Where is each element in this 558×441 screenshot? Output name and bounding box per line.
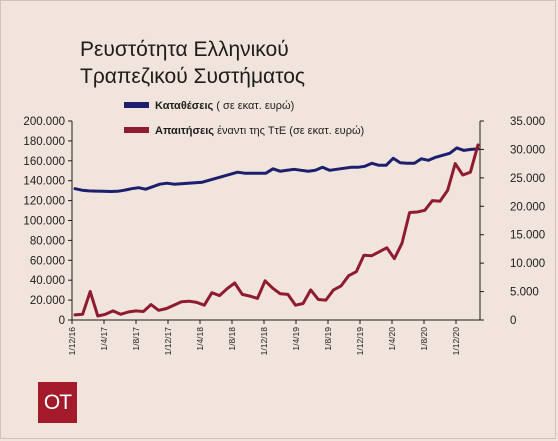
left-tick-label: 160.000 <box>23 156 65 168</box>
logo-text: OT <box>43 390 72 414</box>
legend-label-claims-bold: Απαιτήσεις <box>155 125 214 137</box>
series-line-claims <box>73 143 480 318</box>
x-tick-label: 1/12/16 <box>67 327 77 356</box>
x-tick-label: 1/4/17 <box>99 327 109 351</box>
x-tick-label: 1/8/20 <box>419 327 429 351</box>
left-axis-ticks: 200.000 180.000 160.000 140.000 120.000 100.0… <box>23 116 72 327</box>
chart-title-line-2: Τραπεζικού Συστήματος <box>80 65 305 88</box>
legend-swatch-claims <box>124 127 149 133</box>
x-axis-ticks: 1/12/16 1/4/17 1/8/17 1/12/17 1/4/18 1/8/18 1/… <box>67 320 461 355</box>
chart-title-line-1: Ρευστότητα Ελληνικού <box>80 38 289 61</box>
left-tick-label: 0 <box>59 315 65 327</box>
brand-logo: OT <box>38 382 77 423</box>
left-tick-label: 180.000 <box>23 136 65 148</box>
left-tick-label: 120.000 <box>23 196 65 208</box>
legend-label-deposits: Καταθέσεις ( σε εκατ. ευρώ) <box>155 100 294 112</box>
legend: Καταθέσεις ( σε εκατ. ευρώ) Απαιτήσεις έ… <box>124 100 364 137</box>
legend-label-deposits-rest: ( σε εκατ. ευρώ) <box>213 100 294 112</box>
left-tick-label: 100.000 <box>23 216 65 228</box>
x-tick-label: 1/12/19 <box>355 327 365 356</box>
x-tick-label: 1/4/19 <box>291 327 301 351</box>
x-tick-label: 1/12/20 <box>451 327 461 356</box>
left-tick-label: 200.000 <box>23 116 65 128</box>
right-tick-label: 25.000 <box>510 173 545 185</box>
left-tick-label: 40.000 <box>30 275 65 287</box>
x-tick-label: 1/8/19 <box>323 327 333 351</box>
series-line-deposits <box>73 146 480 193</box>
x-tick-label: 1/4/18 <box>195 327 205 351</box>
right-tick-label: 35.000 <box>510 116 545 128</box>
x-tick-label: 1/12/17 <box>163 327 173 356</box>
left-tick-label: 20.000 <box>30 295 65 307</box>
left-tick-label: 140.000 <box>23 176 65 188</box>
left-tick-label: 60.000 <box>30 255 65 267</box>
right-tick-label: 30.000 <box>510 144 545 156</box>
right-tick-label: 15.000 <box>510 230 545 242</box>
legend-label-claims: Απαιτήσεις έναντι της ΤτΕ (σε εκατ. ευρώ… <box>155 125 364 137</box>
legend-label-deposits-bold: Καταθέσεις <box>155 100 214 112</box>
right-tick-label: 10.000 <box>510 258 545 270</box>
left-tick-label: 80.000 <box>30 235 65 247</box>
x-tick-label: 1/8/18 <box>227 327 237 351</box>
series-lines <box>73 143 480 318</box>
legend-label-claims-rest: έναντι της ΤτΕ (σε εκατ. ευρώ) <box>214 125 364 137</box>
right-axis-ticks: 35.000 30.000 25.000 20.000 15.000 10.000 5.00… <box>480 116 545 327</box>
x-tick-label: 1/12/18 <box>259 327 269 356</box>
right-tick-label: 0 <box>510 315 516 327</box>
x-tick-label: 1/8/17 <box>131 327 141 351</box>
x-tick-label: 1/4/20 <box>387 327 397 351</box>
legend-swatch-deposits <box>124 102 149 108</box>
right-tick-label: 20.000 <box>510 201 545 213</box>
right-tick-label: 5.000 <box>510 287 539 299</box>
